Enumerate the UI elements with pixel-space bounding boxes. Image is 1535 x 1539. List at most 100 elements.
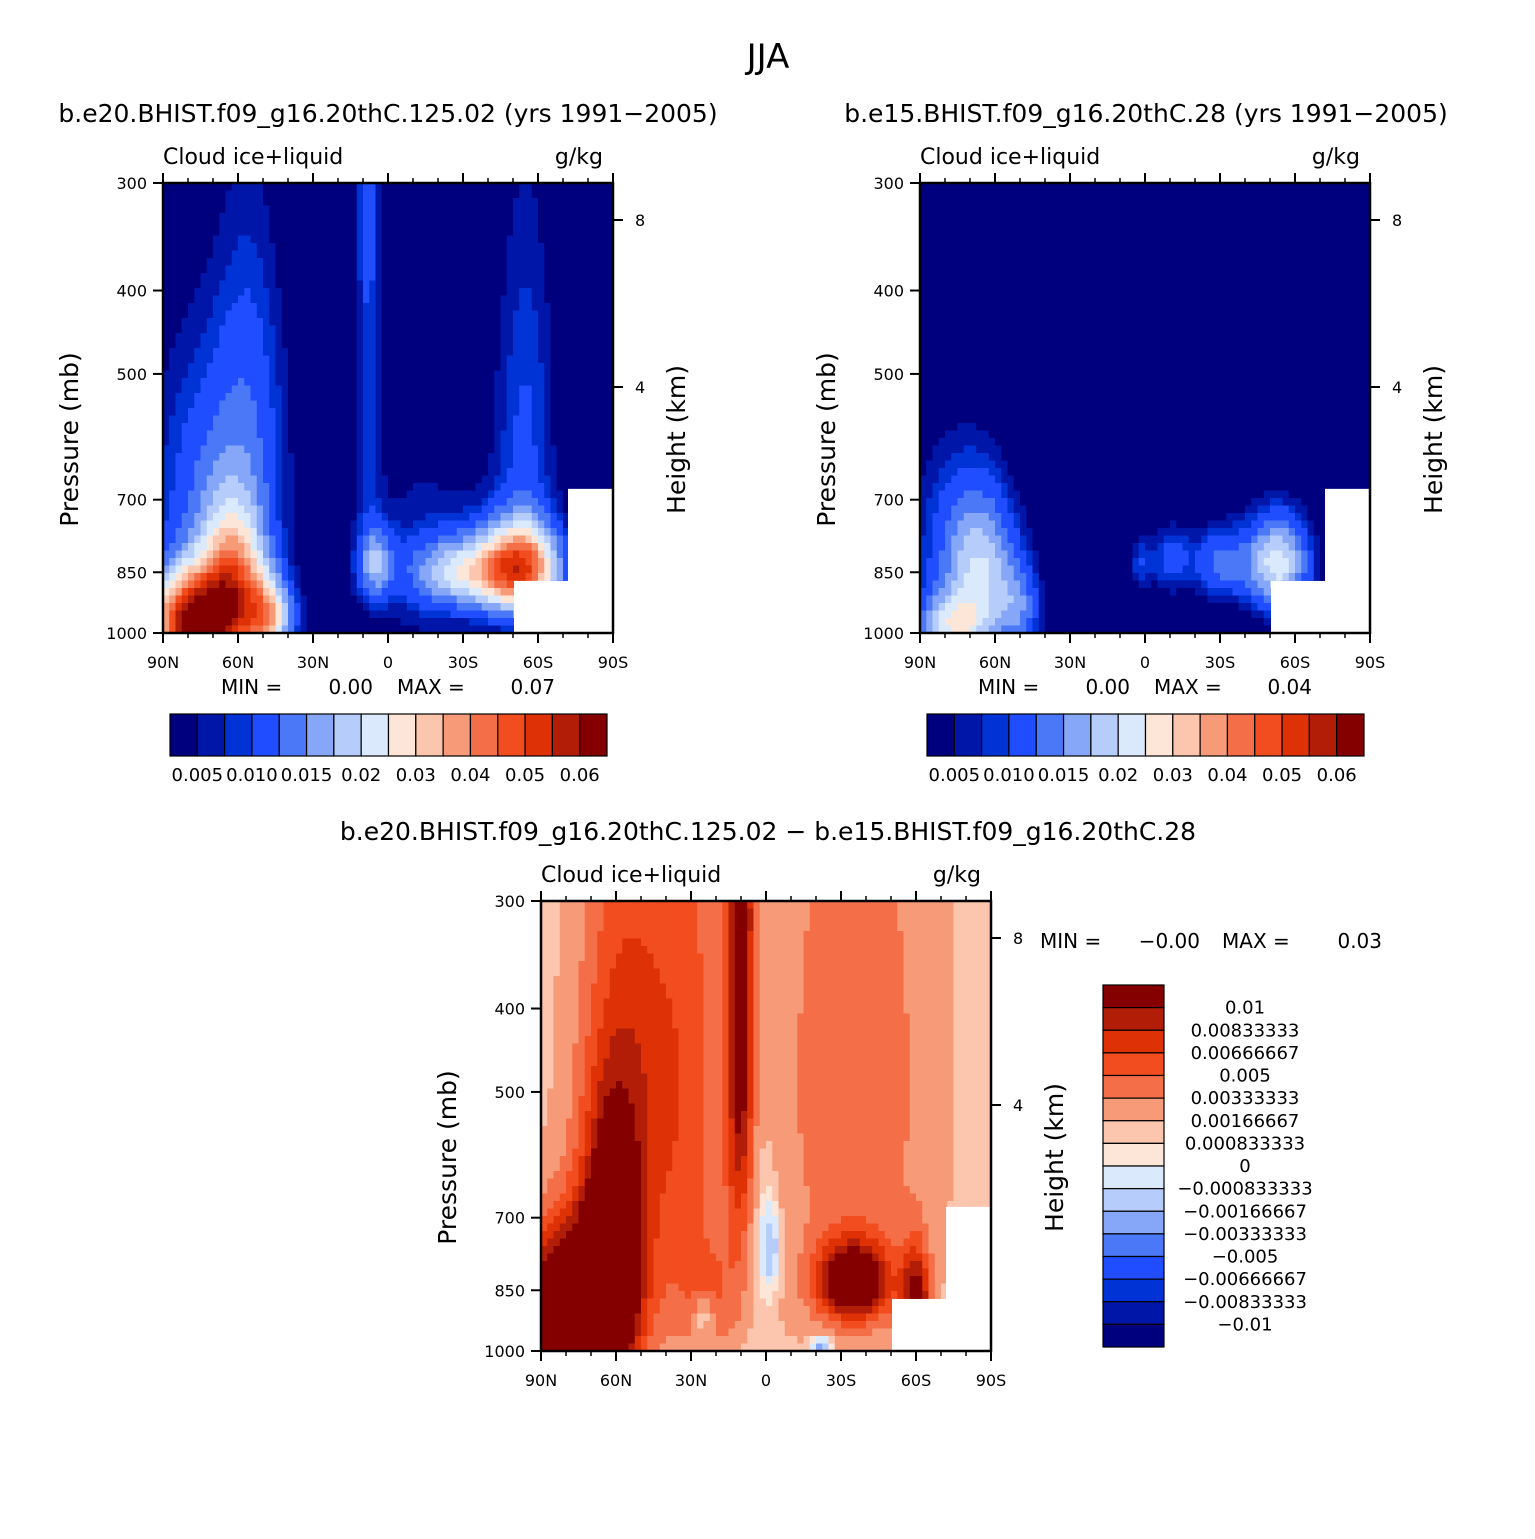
contour-cell [926, 191, 933, 199]
contour-cell [344, 393, 351, 401]
contour-cell [388, 483, 395, 491]
contour-cell [1095, 198, 1102, 206]
contour-cell [338, 506, 345, 514]
contour-cell [388, 378, 395, 386]
contour-cell [207, 266, 214, 274]
contour-cell [201, 506, 208, 514]
contour-cell [276, 408, 283, 416]
contour-cell [494, 521, 501, 529]
contour-cell [401, 498, 408, 506]
contour-cell [438, 551, 445, 559]
contour-cell [319, 326, 326, 334]
contour-cell [519, 236, 526, 244]
contour-cell [201, 461, 208, 469]
contour-cell [357, 543, 364, 551]
contour-cell [238, 303, 245, 311]
contour-cell [382, 423, 389, 431]
contour-cell [1320, 198, 1327, 206]
contour-cell [288, 573, 295, 581]
contour-cell [1008, 191, 1015, 199]
contour-cell [351, 363, 358, 371]
contour-cell [557, 566, 564, 574]
contour-cell [288, 536, 295, 544]
contour-cell [176, 618, 183, 626]
contour-cell [488, 296, 495, 304]
contour-cell [544, 483, 551, 491]
contour-cell [294, 206, 301, 214]
contour-cell [257, 543, 264, 551]
contour-cell [544, 273, 551, 281]
contour-cell [482, 476, 489, 484]
contour-cell [494, 581, 501, 589]
contour-cell [526, 476, 533, 484]
contour-cell [426, 536, 433, 544]
contour-cell [313, 498, 320, 506]
contour-cell [338, 438, 345, 446]
contour-cell [407, 288, 414, 296]
contour-cell [169, 528, 176, 536]
contour-cell [582, 296, 589, 304]
contour-cell [319, 341, 326, 349]
contour-cell [251, 551, 258, 559]
contour-cell [326, 453, 333, 461]
contour-cell [282, 266, 289, 274]
contour-cell [444, 206, 451, 214]
contour-cell [1058, 228, 1065, 236]
contour-cell [188, 566, 195, 574]
contour-cell [1133, 228, 1140, 236]
contour-cell [207, 581, 214, 589]
contour-cell [557, 431, 564, 439]
contour-cell [463, 356, 470, 364]
contour-cell [513, 348, 520, 356]
contour-cell [476, 438, 483, 446]
contour-cell [482, 191, 489, 199]
contour-cell [582, 378, 589, 386]
contour-cell [238, 596, 245, 604]
contour-cell [601, 281, 608, 289]
contour-cell [576, 476, 583, 484]
contour-cell [238, 416, 245, 424]
contour-cell [232, 408, 239, 416]
contour-cell [413, 348, 420, 356]
contour-cell [338, 618, 345, 626]
contour-cell [301, 611, 308, 619]
contour-cell [538, 198, 545, 206]
contour-cell [451, 611, 458, 619]
contour-cell [588, 333, 595, 341]
contour-cell [476, 251, 483, 259]
contour-cell [369, 191, 376, 199]
contour-cell [426, 513, 433, 521]
contour-cell [582, 393, 589, 401]
contour-cell [457, 423, 464, 431]
contour-cell [244, 551, 251, 559]
contour-cell [382, 318, 389, 326]
contour-cell [426, 461, 433, 469]
contour-cell [1264, 198, 1271, 206]
contour-cell [488, 416, 495, 424]
contour-cell [488, 213, 495, 221]
contour-cell [182, 551, 189, 559]
contour-cell [419, 281, 426, 289]
contour-cell [538, 446, 545, 454]
contour-cell [413, 311, 420, 319]
contour-cell [276, 206, 283, 214]
panel-title: b.e20.BHIST.f09_g16.20thC.125.02 (yrs 19… [58, 99, 717, 128]
contour-cell [588, 213, 595, 221]
contour-cell [338, 378, 345, 386]
contour-cell [369, 408, 376, 416]
contour-cell [513, 461, 520, 469]
contour-cell [1233, 213, 1240, 221]
contour-cell [394, 461, 401, 469]
contour-cell [1133, 221, 1140, 229]
contour-cell [226, 236, 233, 244]
contour-cell [494, 228, 501, 236]
contour-cell [1264, 191, 1271, 199]
contour-cell [1276, 221, 1283, 229]
contour-cell [444, 296, 451, 304]
contour-cell [426, 438, 433, 446]
contour-cell [363, 618, 370, 626]
contour-cell [544, 213, 551, 221]
contour-cell [244, 483, 251, 491]
contour-cell [538, 431, 545, 439]
